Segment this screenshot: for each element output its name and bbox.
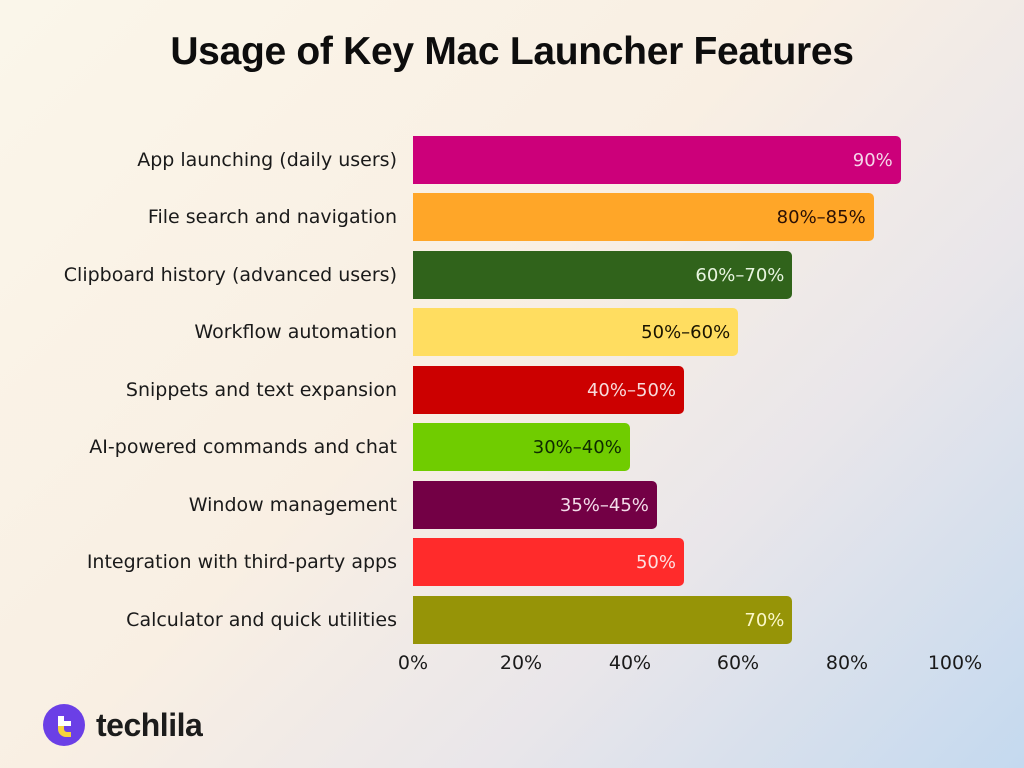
x-tick-label: 100% bbox=[927, 652, 983, 674]
x-tick-label: 60% bbox=[716, 652, 760, 674]
bar-row: Integration with third-party apps 50% bbox=[0, 538, 1024, 586]
category-label: File search and navigation bbox=[147, 206, 397, 228]
bar-value-label: 90% bbox=[852, 150, 893, 171]
category-label: App launching (daily users) bbox=[137, 149, 397, 171]
brand: techlila bbox=[42, 703, 203, 747]
bar: 30%–40% bbox=[413, 423, 630, 471]
x-axis: 0% 20% 40% 60% 80% 100% bbox=[0, 652, 1024, 676]
bar-row: App launching (daily users) 90% bbox=[0, 136, 1024, 184]
bar: 90% bbox=[413, 136, 901, 184]
category-label: Clipboard history (advanced users) bbox=[63, 264, 397, 286]
x-tick-label: 20% bbox=[499, 652, 543, 674]
bar-value-label: 50% bbox=[635, 552, 676, 573]
bar-row: File search and navigation 80%–85% bbox=[0, 193, 1024, 241]
bar: 50%–60% bbox=[413, 308, 739, 356]
category-label: Calculator and quick utilities bbox=[126, 609, 397, 631]
x-tick-label: 80% bbox=[825, 652, 869, 674]
bar-value-label: 50%–60% bbox=[641, 322, 731, 343]
x-tick-label: 0% bbox=[397, 652, 429, 674]
category-label: Integration with third-party apps bbox=[86, 551, 397, 573]
bar-value-label: 40%–50% bbox=[586, 380, 676, 401]
bar-row: Workflow automation 50%–60% bbox=[0, 308, 1024, 356]
bar: 80%–85% bbox=[413, 193, 874, 241]
category-label: Workflow automation bbox=[194, 321, 397, 343]
bar: 70% bbox=[413, 596, 793, 644]
x-tick-label: 40% bbox=[608, 652, 652, 674]
bar-row: Window management 35%–45% bbox=[0, 481, 1024, 529]
bar-value-label: 80%–85% bbox=[776, 207, 866, 228]
bar: 60%–70% bbox=[413, 251, 793, 299]
bar: 35%–45% bbox=[413, 481, 657, 529]
bar-value-label: 70% bbox=[744, 610, 785, 631]
bar-value-label: 35%–45% bbox=[559, 495, 649, 516]
bar: 40%–50% bbox=[413, 366, 684, 414]
bar-row: Snippets and text expansion 40%–50% bbox=[0, 366, 1024, 414]
bar-value-label: 30%–40% bbox=[532, 437, 622, 458]
techlila-logo-icon bbox=[43, 704, 85, 746]
bar-row: Clipboard history (advanced users) 60%–7… bbox=[0, 251, 1024, 299]
category-label: Snippets and text expansion bbox=[125, 379, 397, 401]
bar: 50% bbox=[413, 538, 684, 586]
bar-value-label: 60%–70% bbox=[695, 265, 785, 286]
category-label: Window management bbox=[188, 494, 397, 516]
bar-row: AI-powered commands and chat 30%–40% bbox=[0, 423, 1024, 471]
brand-name: techlila bbox=[96, 706, 203, 743]
category-label: AI-powered commands and chat bbox=[89, 436, 397, 458]
chart-title: Usage of Key Mac Launcher Features bbox=[170, 30, 854, 73]
bar-row: Calculator and quick utilities 70% bbox=[0, 596, 1024, 644]
